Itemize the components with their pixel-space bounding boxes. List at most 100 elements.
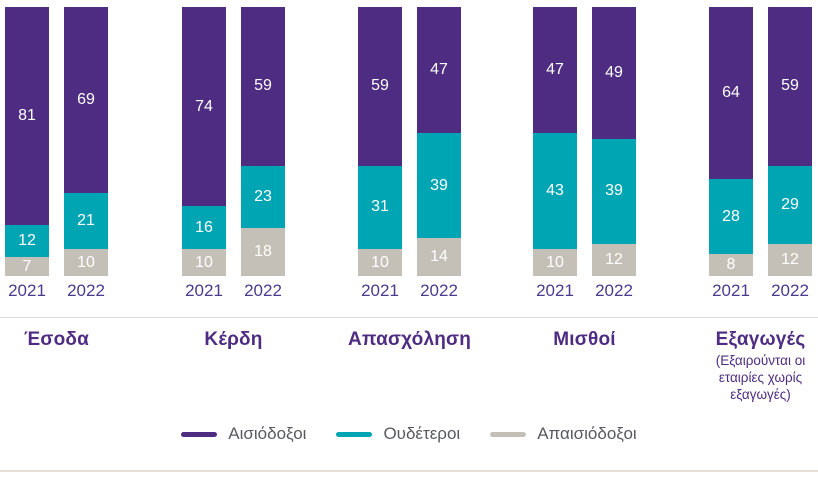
category-label: Κέρδη [204, 329, 263, 350]
bar-segment-neutral: 16 [182, 206, 226, 250]
year-label: 2021 [536, 281, 574, 300]
segment-value-label: 10 [77, 253, 95, 271]
bar-segment-neutral: 39 [417, 133, 461, 239]
legend: Αισιόδοξοι Ουδέτεροι Απαισιόδοξοι [0, 424, 818, 444]
legend-swatch-icon [336, 431, 373, 437]
stacked-bar-2022: 59 23 18 [241, 7, 285, 276]
bar-segment-pessimist: 10 [64, 249, 108, 276]
legend-swatch-icon [490, 431, 527, 437]
legend-item-label: Απαισιόδοξοι [537, 424, 637, 443]
segment-value-label: 10 [546, 253, 564, 271]
year-label: 2021 [185, 281, 223, 300]
category-label: Απασχόληση [347, 329, 472, 350]
separator-line-top [0, 317, 818, 318]
bar-segment-neutral: 39 [592, 138, 636, 244]
segment-value-label: 81 [18, 106, 36, 124]
bar-segment-neutral: 28 [709, 179, 753, 255]
category-block: Έσοδα [0, 329, 142, 351]
category-label: Μισθοί [553, 329, 616, 350]
legend-swatch-icon [181, 431, 218, 437]
year-label: 2022 [244, 281, 282, 300]
year-label: 2022 [67, 281, 105, 300]
segment-value-label: 14 [430, 248, 448, 266]
bar-group-5: 64 28 8 2021 59 29 12 2022 [709, 0, 812, 305]
bar-segment-optimist: 49 [592, 7, 636, 139]
bar-segment-optimist: 59 [768, 7, 812, 166]
bar-segment-optimist: 47 [417, 7, 461, 134]
bar-segment-pessimist: 10 [182, 249, 226, 276]
stacked-bar-2021: 64 28 8 [709, 7, 753, 276]
stacked-bar-2022: 59 29 12 [768, 7, 812, 276]
bar-segment-optimist: 74 [182, 7, 226, 207]
segment-value-label: 39 [430, 176, 448, 194]
bar-segment-neutral: 29 [768, 165, 812, 244]
bar-group-1: 81 12 7 2021 69 21 10 2022 [5, 0, 108, 305]
bar-segment-pessimist: 7 [5, 257, 49, 276]
segment-value-label: 12 [605, 250, 623, 268]
category-block: Κέρδη [149, 329, 319, 351]
bar-segment-pessimist: 10 [533, 249, 577, 276]
segment-value-label: 8 [726, 256, 736, 274]
bar-segment-optimist: 59 [241, 7, 285, 166]
category-block: Μισθοί [500, 329, 670, 351]
stacked-bar-2022: 49 39 12 [592, 7, 636, 276]
stacked-bar-2021: 59 31 10 [358, 7, 402, 276]
segment-value-label: 12 [781, 250, 799, 268]
bar-segment-neutral: 23 [241, 165, 285, 228]
segment-value-label: 59 [371, 77, 389, 95]
segment-value-label: 16 [195, 218, 213, 236]
segment-value-label: 59 [254, 77, 272, 95]
year-label: 2021 [361, 281, 399, 300]
stacked-bar-2022: 47 39 14 [417, 7, 461, 276]
bar-segment-optimist: 81 [5, 7, 49, 225]
legend-item-label: Ουδέτεροι [383, 424, 461, 443]
segment-value-label: 47 [430, 61, 448, 79]
bar-segment-pessimist: 10 [358, 249, 402, 276]
segment-value-label: 10 [195, 253, 213, 271]
segment-value-label: 39 [605, 182, 623, 200]
segment-value-label: 74 [195, 97, 213, 115]
bar-segment-optimist: 64 [709, 7, 753, 180]
bar-segment-neutral: 12 [5, 224, 49, 258]
segment-value-label: 28 [722, 207, 740, 225]
bar-segment-neutral: 31 [358, 165, 402, 250]
legend-item-neutral: Ουδέτεροι [336, 424, 460, 444]
category-label: Έσοδα [23, 329, 89, 350]
segment-value-label: 23 [254, 187, 272, 205]
legend-item-label: Αισιόδοξοι [228, 424, 307, 443]
category-label: Εξαγωγές [715, 329, 806, 350]
year-label: 2021 [712, 281, 750, 300]
stacked-bar-2021: 47 43 10 [533, 7, 577, 276]
segment-value-label: 59 [781, 77, 799, 95]
bar-group-4: 47 43 10 2021 49 39 12 2022 [533, 0, 636, 305]
bar-group-3: 59 31 10 2021 47 39 14 2022 [358, 0, 461, 305]
category-block: Απασχόληση [325, 329, 495, 351]
bar-segment-pessimist: 18 [241, 227, 285, 276]
year-label: 2022 [420, 281, 458, 300]
category-row: Έσοδα Κέρδη Απασχόληση Μισθοί Εξαγωγές (Εξαιρ… [0, 329, 818, 419]
bar-segment-pessimist: 12 [768, 243, 812, 276]
segment-value-label: 43 [546, 182, 564, 200]
category-note: (Εξαιρούνται οι εταιρίες χωρίς εξαγωγές) [715, 353, 806, 402]
segment-value-label: 10 [371, 253, 389, 271]
segment-value-label: 18 [254, 242, 272, 260]
bar-segment-neutral: 43 [533, 133, 577, 250]
stacked-bar-2021: 74 16 10 [182, 7, 226, 276]
separator-line-bottom [0, 470, 818, 472]
bar-segment-optimist: 47 [533, 7, 577, 134]
bar-segment-pessimist: 12 [592, 243, 636, 276]
segment-value-label: 21 [77, 211, 95, 229]
segment-value-label: 29 [781, 195, 799, 213]
bar-segment-optimist: 69 [64, 7, 108, 193]
stacked-bar-2022: 69 21 10 [64, 7, 108, 276]
chart-area: 81 12 7 2021 69 21 10 2022 74 16 10 2021 59 23 18 2022 5… [5, 0, 812, 305]
bar-segment-neutral: 21 [64, 192, 108, 250]
bar-segment-optimist: 59 [358, 7, 402, 166]
year-label: 2022 [771, 281, 809, 300]
category-block: Εξαγωγές (Εξαιρούνται οι εταιρίες χωρίς ε… [676, 329, 818, 404]
legend-item-pessimist: Απαισιόδοξοι [490, 424, 637, 444]
segment-value-label: 49 [605, 63, 623, 81]
bar-segment-pessimist: 8 [709, 254, 753, 276]
segment-value-label: 31 [371, 198, 389, 216]
